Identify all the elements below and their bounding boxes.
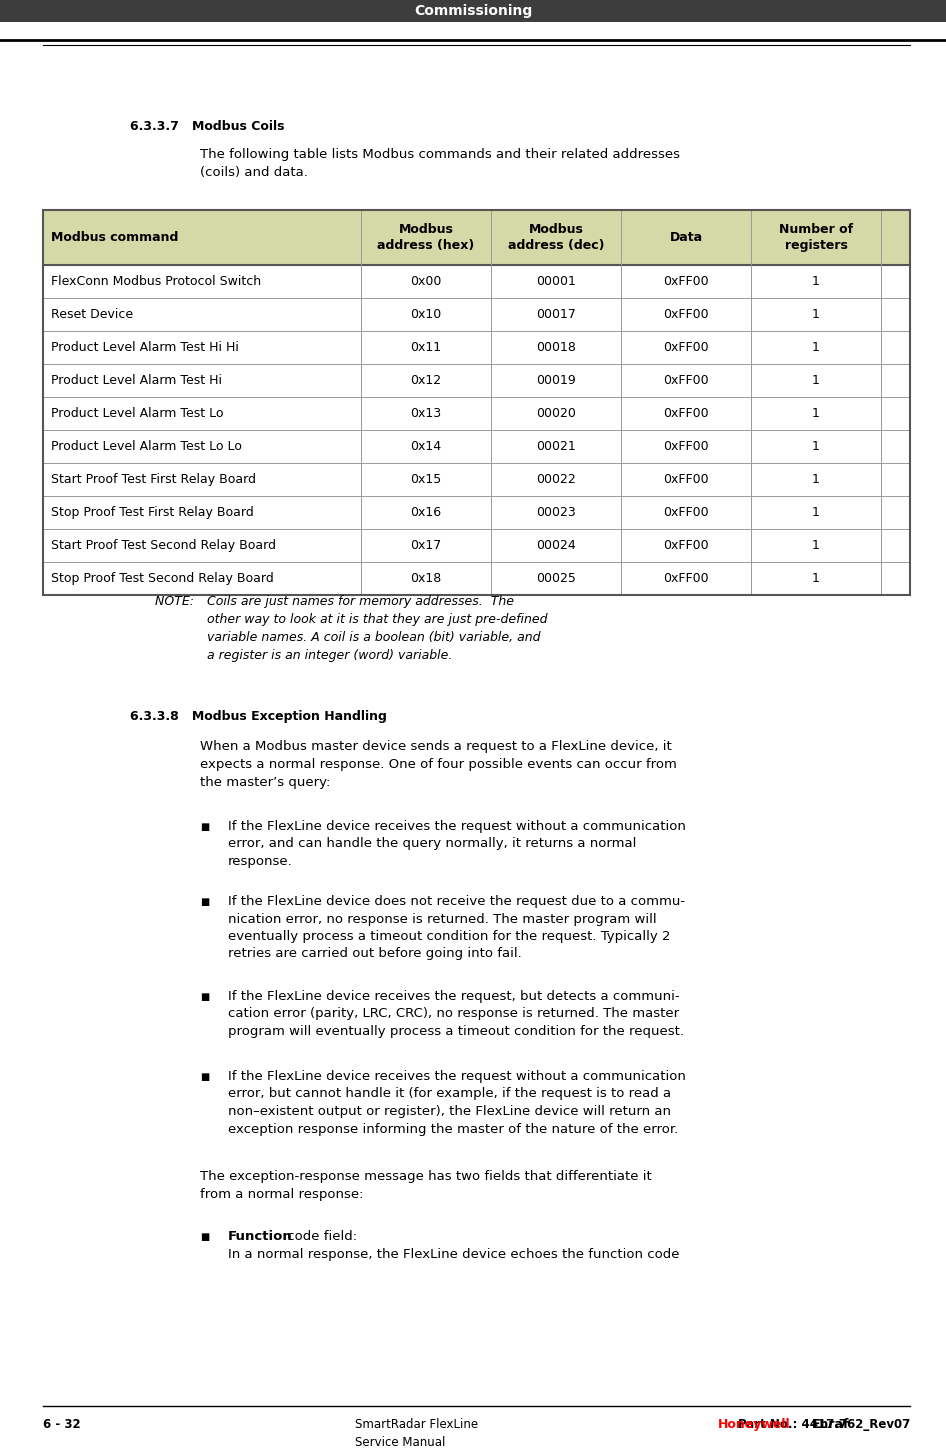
Bar [43, 210, 910, 265]
Text: When a Modbus master device sends a request to a FlexLine device, it
expects a n: When a Modbus master device sends a requ… [200, 740, 677, 789]
Text: Stop Proof Test First Relay Board: Stop Proof Test First Relay Board [51, 507, 254, 518]
Text: 6 - 32: 6 - 32 [43, 1418, 80, 1431]
Text: 1: 1 [812, 440, 820, 453]
Text: 0xFF00: 0xFF00 [663, 539, 709, 552]
Text: 0xFF00: 0xFF00 [663, 374, 709, 387]
Text: 0xFF00: 0xFF00 [663, 408, 709, 419]
Text: 0xFF00: 0xFF00 [663, 275, 709, 288]
Text: 00022: 00022 [536, 473, 576, 486]
Text: Service Manual: Service Manual [355, 1436, 446, 1449]
Text: Modbus command: Modbus command [51, 232, 179, 245]
Text: Honeywell: Honeywell [718, 1418, 791, 1431]
Text: 1: 1 [812, 341, 820, 354]
Text: 1: 1 [812, 374, 820, 387]
Text: SmartRadar FlexLine: SmartRadar FlexLine [355, 1418, 478, 1431]
Text: 00019: 00019 [536, 374, 576, 387]
Bar [0, 0, 946, 22]
Text: 0x14: 0x14 [411, 440, 442, 453]
Text: 00021: 00021 [536, 440, 576, 453]
Text: Function: Function [228, 1230, 292, 1243]
Text: The following table lists Modbus commands and their related addresses
(coils) an: The following table lists Modbus command… [200, 149, 680, 179]
Text: If the FlexLine device receives the request, but detects a communi-
cation error: If the FlexLine device receives the requ… [228, 990, 684, 1038]
Text: In a normal response, the FlexLine device echoes the function code: In a normal response, the FlexLine devic… [228, 1248, 679, 1261]
Text: code field:: code field: [283, 1230, 358, 1243]
Text: 1: 1 [812, 473, 820, 486]
Text: 00023: 00023 [536, 507, 576, 518]
Text: 0xFF00: 0xFF00 [663, 572, 709, 585]
Text: FlexConn Modbus Protocol Switch: FlexConn Modbus Protocol Switch [51, 275, 261, 288]
Text: variable names. A coil is a boolean (bit) variable, and: variable names. A coil is a boolean (bit… [207, 630, 540, 644]
Text: Coils are just names for memory addresses.  The: Coils are just names for memory addresse… [207, 596, 514, 609]
Text: Part No.: 4417.762_Rev07: Part No.: 4417.762_Rev07 [738, 1418, 910, 1431]
Text: 0xFF00: 0xFF00 [663, 309, 709, 320]
Text: 0x12: 0x12 [411, 374, 442, 387]
Text: 00024: 00024 [536, 539, 576, 552]
Text: 1: 1 [812, 408, 820, 419]
Text: 0xFF00: 0xFF00 [663, 341, 709, 354]
Text: If the FlexLine device does not receive the request due to a commu-
nication err: If the FlexLine device does not receive … [228, 895, 685, 961]
Text: If the FlexLine device receives the request without a communication
error, but c: If the FlexLine device receives the requ… [228, 1070, 686, 1136]
Bar [43, 210, 910, 596]
Text: 1: 1 [812, 309, 820, 320]
Text: Product Level Alarm Test Lo: Product Level Alarm Test Lo [51, 408, 223, 419]
Text: Stop Proof Test Second Relay Board: Stop Proof Test Second Relay Board [51, 572, 273, 585]
Text: 0xFF00: 0xFF00 [663, 473, 709, 486]
Text: 00001: 00001 [536, 275, 576, 288]
Text: 0xFF00: 0xFF00 [663, 507, 709, 518]
Text: 0xFF00: 0xFF00 [663, 440, 709, 453]
Text: 1: 1 [812, 539, 820, 552]
Text: Data: Data [670, 232, 703, 245]
Text: ■: ■ [200, 992, 209, 1002]
Text: Number of
registers: Number of registers [779, 223, 853, 252]
Text: Modbus
address (dec): Modbus address (dec) [508, 223, 604, 252]
Text: 0x17: 0x17 [411, 539, 442, 552]
Text: 0x16: 0x16 [411, 507, 442, 518]
Text: Reset Device: Reset Device [51, 309, 133, 320]
Bar [43, 210, 910, 596]
Text: other way to look at it is that they are just pre-defined: other way to look at it is that they are… [207, 613, 548, 626]
Text: Product Level Alarm Test Hi: Product Level Alarm Test Hi [51, 374, 222, 387]
Text: 1: 1 [812, 275, 820, 288]
Text: ■: ■ [200, 1232, 209, 1242]
Text: 0x11: 0x11 [411, 341, 442, 354]
Text: NOTE:: NOTE: [155, 596, 202, 609]
Text: a register is an integer (word) variable.: a register is an integer (word) variable… [207, 649, 452, 662]
Text: ■: ■ [200, 823, 209, 831]
Text: ■: ■ [200, 897, 209, 907]
Text: Modbus
address (hex): Modbus address (hex) [377, 223, 475, 252]
Text: 00025: 00025 [536, 572, 576, 585]
Text: 00017: 00017 [536, 309, 576, 320]
Text: Start Proof Test Second Relay Board: Start Proof Test Second Relay Board [51, 539, 276, 552]
Text: Enraf: Enraf [812, 1418, 850, 1431]
Text: 0x00: 0x00 [411, 275, 442, 288]
Text: Product Level Alarm Test Hi Hi: Product Level Alarm Test Hi Hi [51, 341, 239, 354]
Text: 0x10: 0x10 [411, 309, 442, 320]
Text: 0x15: 0x15 [411, 473, 442, 486]
Text: 0x18: 0x18 [411, 572, 442, 585]
Text: Commissioning: Commissioning [414, 4, 532, 17]
Text: 0x13: 0x13 [411, 408, 442, 419]
Text: 6.3.3.8   Modbus Exception Handling: 6.3.3.8 Modbus Exception Handling [130, 711, 387, 724]
Text: 1: 1 [812, 572, 820, 585]
Text: Start Proof Test First Relay Board: Start Proof Test First Relay Board [51, 473, 256, 486]
Text: ■: ■ [200, 1072, 209, 1082]
Text: 00020: 00020 [536, 408, 576, 419]
Text: Product Level Alarm Test Lo Lo: Product Level Alarm Test Lo Lo [51, 440, 242, 453]
Text: 00018: 00018 [536, 341, 576, 354]
Text: 1: 1 [812, 507, 820, 518]
Text: The exception-response message has two fields that differentiate it
from a norma: The exception-response message has two f… [200, 1171, 652, 1201]
Text: 6.3.3.7   Modbus Coils: 6.3.3.7 Modbus Coils [130, 119, 285, 132]
Text: If the FlexLine device receives the request without a communication
error, and c: If the FlexLine device receives the requ… [228, 820, 686, 868]
